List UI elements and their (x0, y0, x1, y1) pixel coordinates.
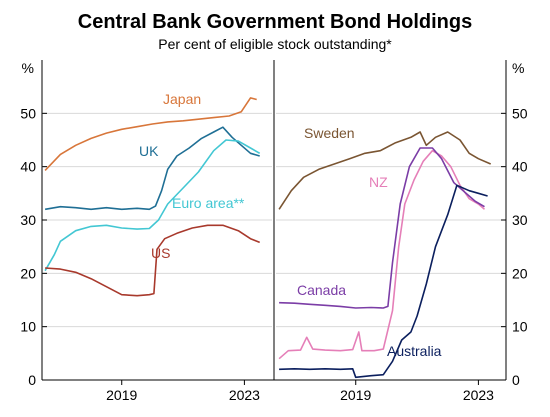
grid-lines (42, 112, 506, 328)
series-label-nz: NZ (369, 174, 388, 190)
series-line-left-euro (44, 139, 261, 272)
y-unit-right: % (512, 60, 524, 76)
y-tick-label-left-0: 0 (28, 372, 36, 388)
y-tick-label-right-50: 50 (512, 105, 528, 121)
x-tick-label-right-2023: 2023 (463, 387, 494, 403)
series-line-left-us (45, 224, 260, 297)
series-line-right-australia (279, 184, 488, 379)
right-panel-series (278, 131, 492, 379)
series-label-canada: Canada (297, 282, 346, 298)
series-label-uk: UK (139, 143, 159, 159)
chart-subtitle: Per cent of eligible stock outstanding* (158, 36, 392, 52)
series-line-left-uk (44, 126, 260, 211)
series-line-right-nz (278, 149, 486, 360)
series-line-left-japan (44, 97, 257, 171)
y-tick-label-left-30: 30 (20, 212, 36, 228)
series-line-right-canada (279, 147, 485, 309)
series-label-sweden: Sweden (304, 125, 355, 141)
x-tick-label-left-2019: 2019 (106, 387, 137, 403)
y-tick-label-right-30: 30 (512, 212, 528, 228)
chart-title: Central Bank Government Bond Holdings (78, 11, 472, 33)
y-tick-label-right-20: 20 (512, 265, 528, 281)
y-tick-label-left-10: 10 (20, 319, 36, 335)
y-tick-label-right-10: 10 (512, 319, 528, 335)
y-tick-label-left-40: 40 (20, 159, 36, 175)
x-tick-label-left-2023: 2023 (229, 387, 260, 403)
series-label-australia: Australia (387, 343, 442, 359)
series-label-euro-area: Euro area** (172, 195, 245, 211)
axis-labels: 0 10 20 30 40 50 0 10 20 30 40 50% % 2019 2023 2019 2023 (20, 60, 527, 403)
x-tick-label-right-2019: 2019 (340, 387, 371, 403)
y-tick-label-right-0: 0 (512, 372, 520, 388)
y-tick-label-left-20: 20 (20, 265, 36, 281)
y-tick-label-right-40: 40 (512, 159, 528, 175)
y-unit-left: % (22, 60, 34, 76)
series-label-us: US (151, 245, 170, 261)
series-line-right-sweden (278, 131, 492, 210)
y-tick-label-left-50: 50 (20, 105, 36, 121)
series-label-japan: Japan (163, 91, 201, 107)
left-panel-series (44, 97, 261, 297)
